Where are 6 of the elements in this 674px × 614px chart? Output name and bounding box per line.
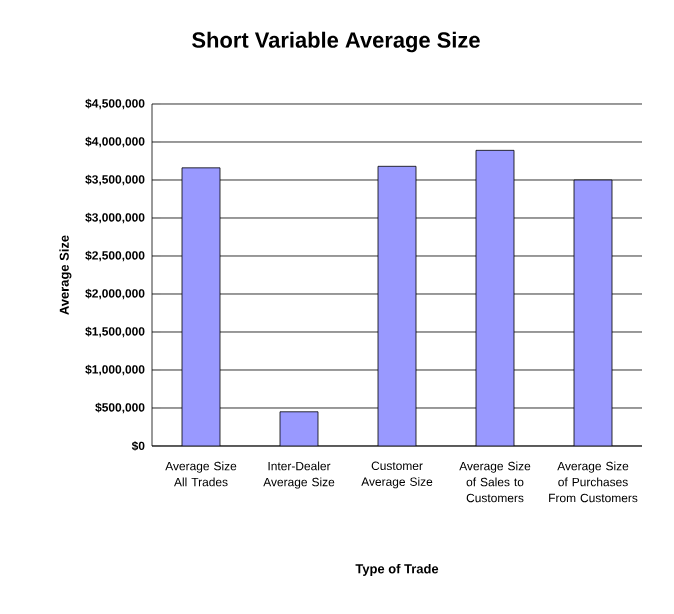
bar	[377, 165, 417, 446]
bar	[475, 149, 515, 446]
bar	[573, 179, 613, 446]
chart-title: Short Variable Average Size	[192, 31, 480, 53]
bar	[279, 411, 319, 446]
bar	[181, 167, 221, 446]
